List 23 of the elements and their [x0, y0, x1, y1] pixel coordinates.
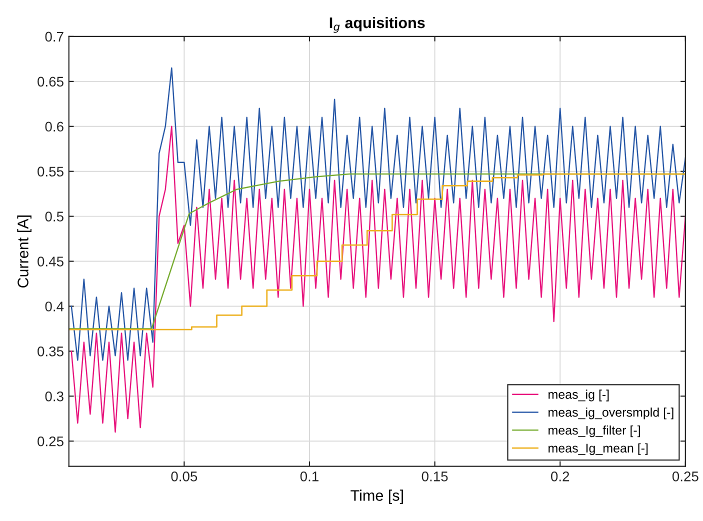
y-tick-label: 0.35: [38, 346, 64, 356]
chart-title: I$_{g}$ aquisitions: [330, 16, 425, 33]
x-tick-label: 0.25: [672, 472, 698, 482]
y-tick-label: 0.5: [45, 212, 64, 222]
y-tick-label: 0.6: [45, 122, 64, 132]
line-series: [70, 67, 686, 361]
y-tick-label: 0.55: [38, 166, 64, 177]
y-tick-label: 0.25: [38, 436, 64, 446]
legend-label: meas_ig [-]: [548, 390, 609, 402]
legend-label: meas_Ig_mean [-]: [548, 443, 648, 456]
y-tick-label: 0.7: [45, 32, 64, 42]
y-tick-label: 0.65: [38, 76, 64, 87]
x-tick-label: 0.05: [171, 472, 198, 482]
x-tick-label: 0.15: [422, 472, 448, 482]
x-tick-label: 0.1: [300, 472, 318, 482]
x-axis-title: Time [s]: [350, 490, 403, 504]
legend-label: meas_ig_oversmpld [-]: [548, 408, 674, 420]
x-tick-label: 0.2: [551, 472, 570, 482]
legend-label: meas_Ig_filter [-]: [548, 425, 640, 438]
y-axis-title: Current [A]: [17, 216, 32, 288]
y-tick-label: 0.4: [45, 302, 64, 312]
y-tick-label: 0.3: [45, 391, 64, 402]
y-tick-label: 0.45: [38, 256, 64, 266]
